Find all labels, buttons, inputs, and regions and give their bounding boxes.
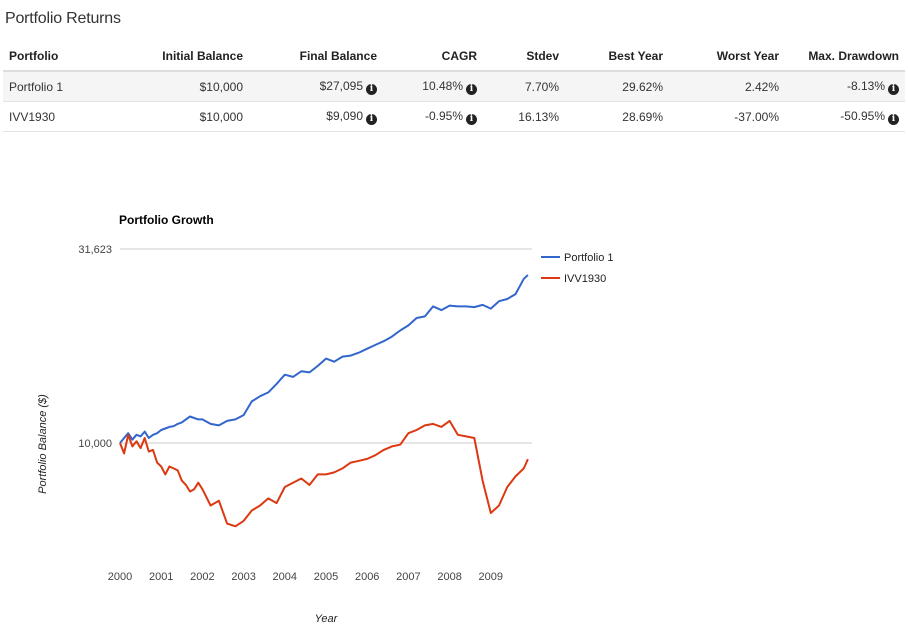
max-drawdown: -8.13% (846, 78, 885, 93)
legend-label[interactable]: Portfolio 1 (564, 252, 614, 264)
max-drawdown-cell: -8.13% i (785, 71, 905, 102)
x-tick-label: 2003 (231, 571, 255, 583)
x-tick-label: 2001 (149, 571, 173, 583)
final-balance-cell: $9,090 i (249, 101, 383, 132)
final-balance-cell: $27,095 i (249, 71, 383, 102)
cagr-cell: 10.48% i (383, 71, 483, 102)
table-header-row: Portfolio Initial Balance Final Balance … (3, 42, 905, 72)
table-row: Portfolio 1 $10,000 $27,095 i 10.48% i 7.7… (3, 71, 905, 102)
x-tick-label: 2008 (437, 571, 461, 583)
legend-label[interactable]: IVV1930 (564, 273, 606, 285)
x-tick-label: 2004 (273, 571, 297, 583)
info-circle-icon[interactable]: i (888, 83, 899, 95)
section-title: Portfolio Returns (5, 10, 121, 27)
worst-year: 2.42% (669, 71, 785, 102)
x-tick-label: 2007 (396, 571, 420, 583)
portfolio-name: Portfolio 1 (3, 71, 125, 102)
info-circle-icon[interactable]: i (366, 113, 377, 125)
column-header-stdev[interactable]: Stdev (483, 42, 565, 72)
final-balance: $9,090 (326, 108, 363, 123)
column-header-worst-year[interactable]: Worst Year (669, 42, 785, 72)
y-axis-label: Portfolio Balance ($) (37, 394, 49, 494)
column-header-portfolio[interactable]: Portfolio (3, 42, 125, 72)
info-circle-icon[interactable]: i (466, 113, 477, 125)
max-drawdown: -50.95% (840, 108, 885, 123)
cagr-cell: -0.95% i (383, 101, 483, 132)
portfolio-name: IVV1930 (3, 101, 125, 132)
table-row: IVV1930 $10,000 $9,090 i -0.95% i 16.13% 2… (3, 101, 905, 132)
best-year: 29.62% (565, 71, 669, 102)
x-tick-label: 2002 (190, 571, 214, 583)
stdev: 16.13% (483, 101, 565, 132)
column-header-final-balance[interactable]: Final Balance (249, 42, 383, 72)
best-year: 28.69% (565, 101, 669, 132)
column-header-initial-balance[interactable]: Initial Balance (125, 42, 249, 72)
cagr: -0.95% (424, 108, 463, 123)
final-balance: $27,095 (319, 78, 363, 93)
chart-legend[interactable]: Portfolio 1 IVV1930 (541, 252, 614, 285)
initial-balance: $10,000 (125, 71, 249, 102)
max-drawdown-cell: -50.95% i (785, 101, 905, 132)
y-axis-ticks: 10,000 31,623 (78, 244, 112, 450)
info-circle-icon[interactable]: i (888, 113, 899, 125)
series-line-ivv1930 (119, 419, 529, 528)
x-axis-label: Year (315, 613, 339, 625)
info-circle-icon[interactable]: i (366, 83, 377, 95)
column-header-best-year[interactable]: Best Year (565, 42, 669, 72)
chart-grid (120, 248, 532, 444)
worst-year: -37.00% (669, 101, 785, 132)
y-tick-label: 31,623 (78, 244, 112, 256)
stdev: 7.70% (483, 71, 565, 102)
x-tick-label: 2005 (314, 571, 338, 583)
chart-series (119, 274, 529, 528)
info-circle-icon[interactable]: i (466, 83, 477, 95)
column-header-max-drawdown[interactable]: Max. Drawdown (785, 42, 905, 72)
x-tick-label: 2009 (479, 571, 503, 583)
x-axis-ticks: 2000 2001 2002 2003 2004 2005 2006 2007 2008 2009 (108, 571, 503, 583)
cagr: 10.48% (422, 78, 463, 93)
y-tick-label: 10,000 (78, 438, 112, 450)
x-tick-label: 2006 (355, 571, 379, 583)
series-line-portfolio-1 (119, 274, 529, 444)
chart-title: Portfolio Growth (119, 213, 214, 227)
initial-balance: $10,000 (125, 101, 249, 132)
column-header-cagr[interactable]: CAGR (383, 42, 483, 72)
portfolio-returns-table: Portfolio Initial Balance Final Balance … (3, 42, 905, 132)
x-tick-label: 2000 (108, 571, 132, 583)
